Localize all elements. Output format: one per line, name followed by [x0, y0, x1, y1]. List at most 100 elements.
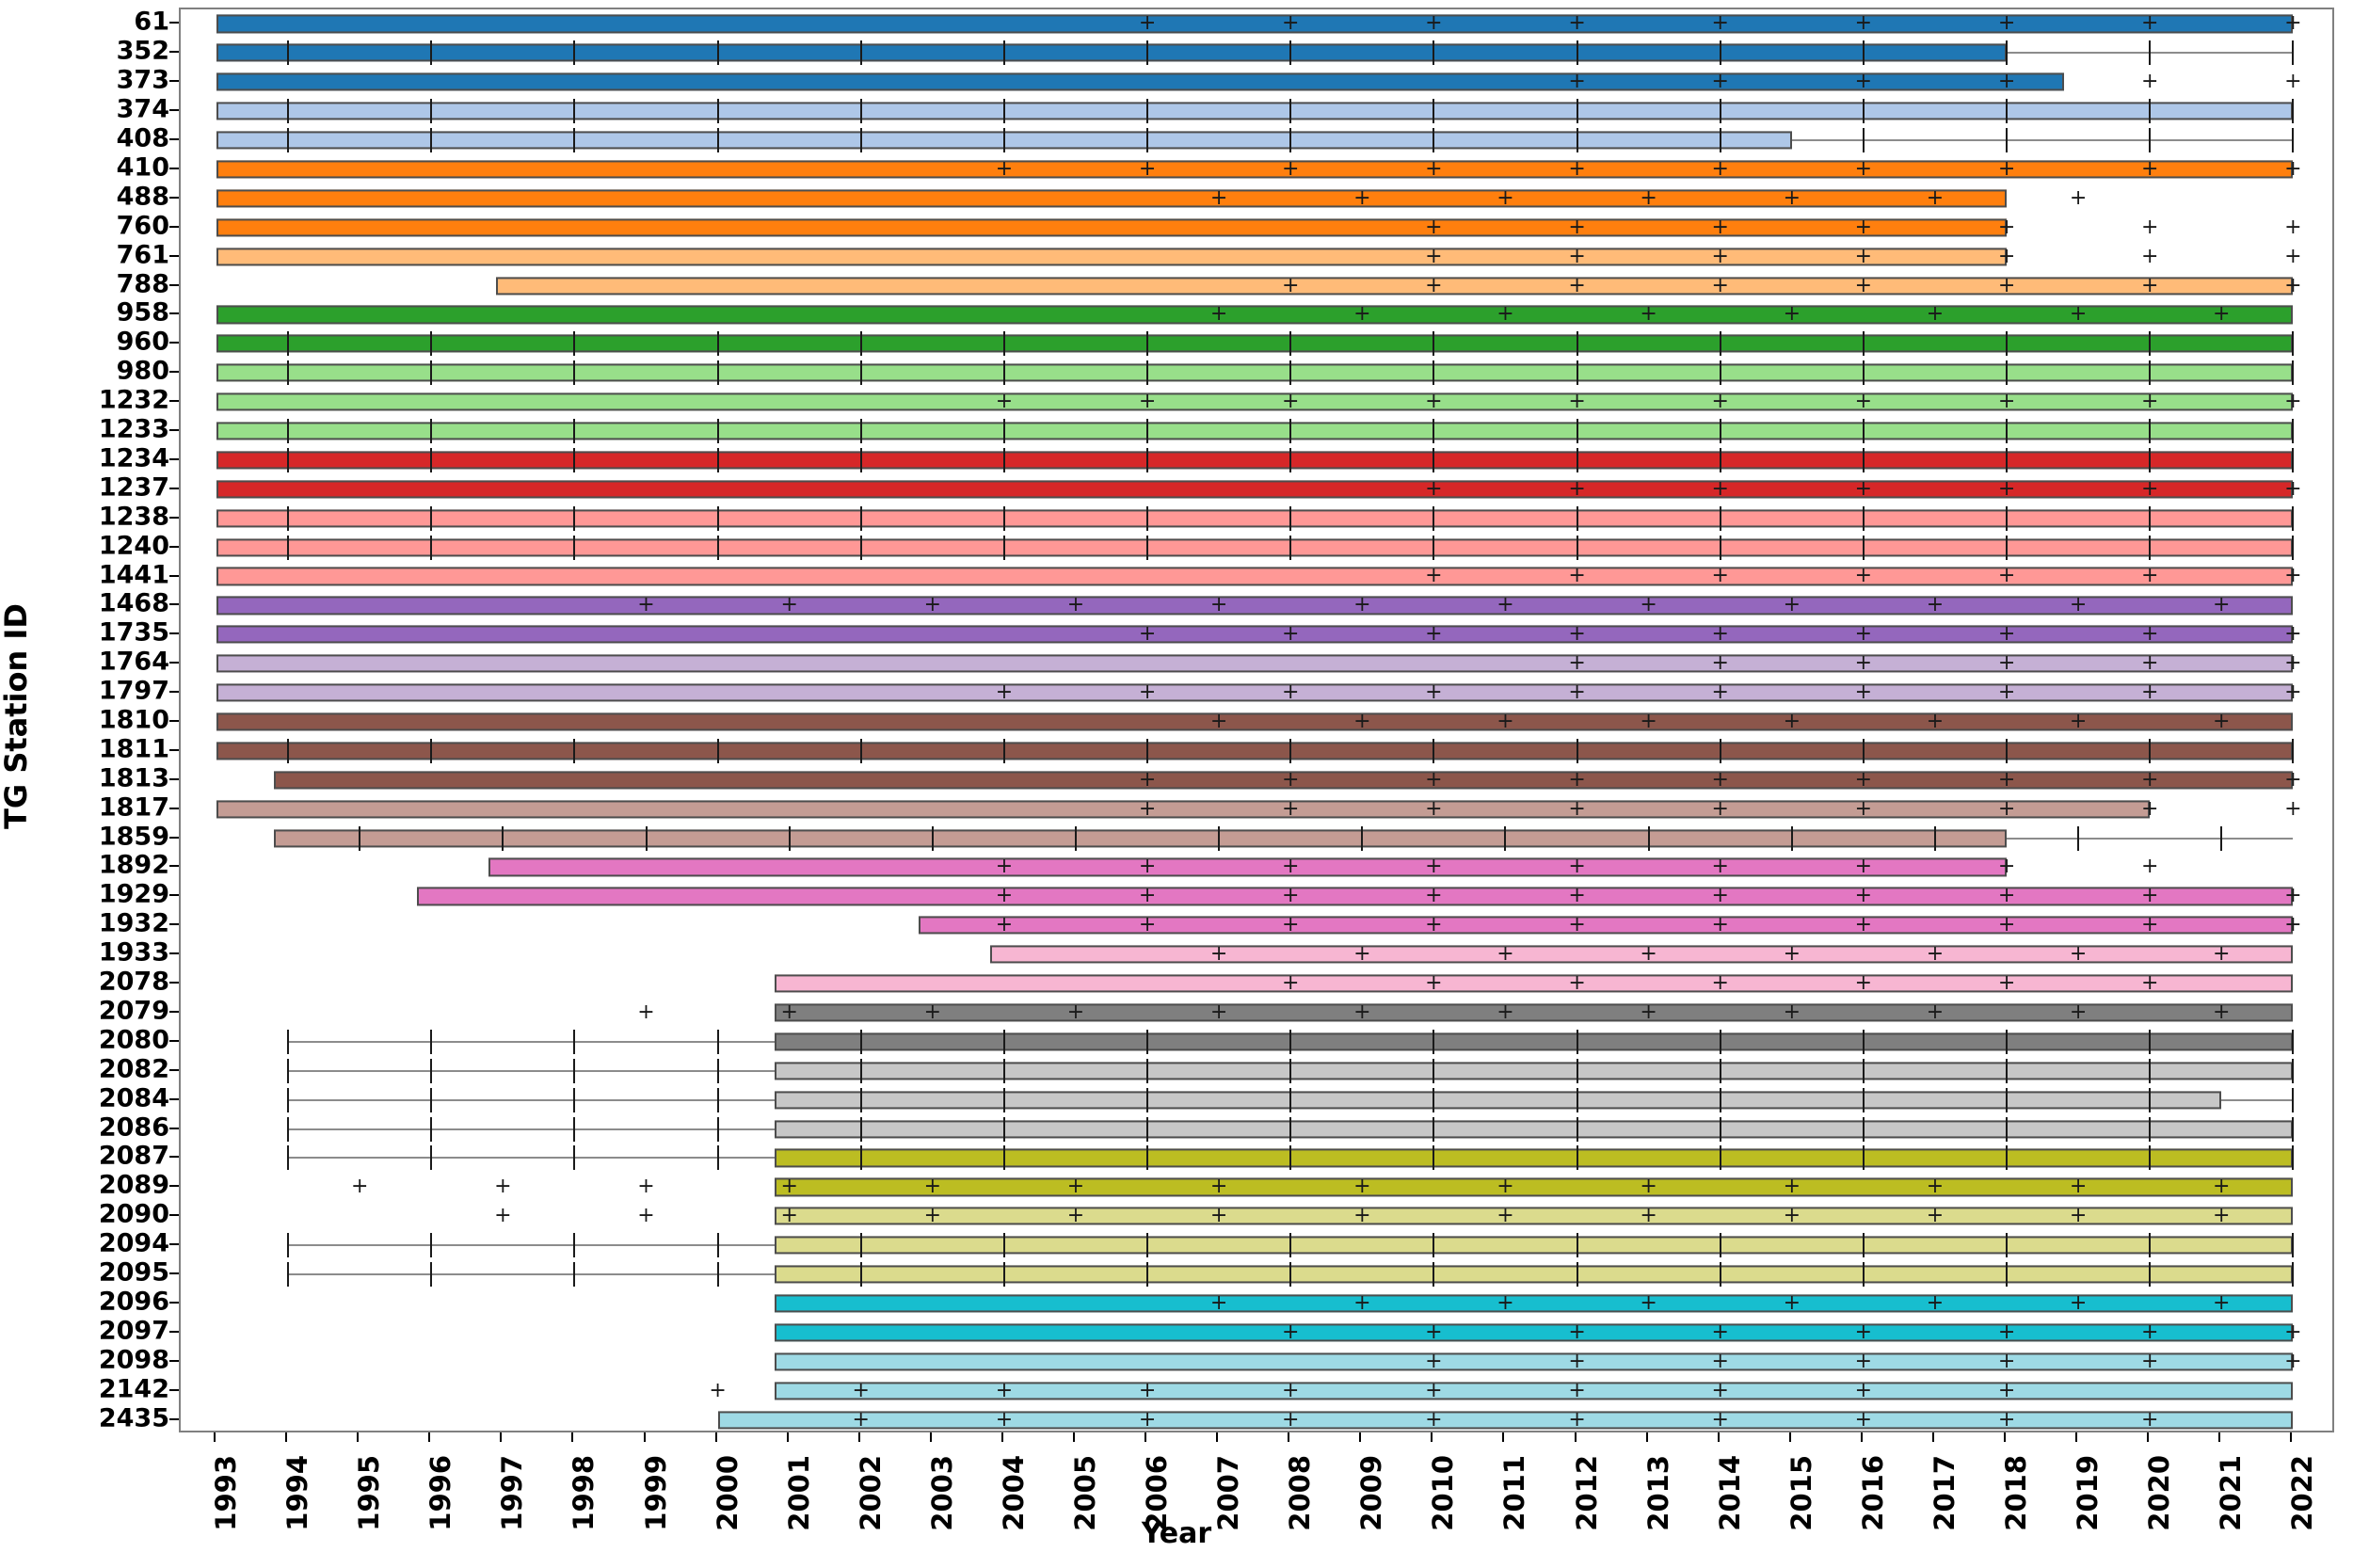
availability-bar[interactable] — [775, 1352, 2294, 1371]
bar-row[interactable]: +++++++ — [181, 242, 2332, 271]
availability-bar[interactable] — [216, 625, 2294, 644]
availability-bar[interactable] — [216, 800, 2151, 819]
bar-row[interactable]: ++++++++++++ — [181, 999, 2332, 1028]
bar-row[interactable]: +++++++ — [181, 474, 2332, 504]
availability-bar[interactable] — [216, 334, 2294, 353]
bar-row[interactable]: ++++++++++ — [181, 911, 2332, 940]
availability-bar[interactable] — [216, 363, 2294, 382]
y-tick-label: 374 — [116, 94, 169, 124]
bar-row[interactable] — [181, 533, 2332, 562]
availability-bar[interactable] — [775, 1062, 2294, 1080]
bar-row[interactable]: ++++++++++ — [181, 388, 2332, 417]
availability-bar[interactable] — [216, 451, 2294, 470]
bar-row[interactable]: ++++++++ — [181, 1318, 2332, 1347]
bar-row[interactable] — [181, 504, 2332, 533]
bar-row[interactable] — [181, 329, 2332, 359]
availability-bar[interactable] — [989, 945, 2294, 964]
bar-row[interactable] — [181, 39, 2332, 68]
availability-bar[interactable] — [775, 1294, 2294, 1313]
tick-marker-icon — [859, 360, 862, 386]
bar-row[interactable] — [181, 1231, 2332, 1260]
availability-bar[interactable] — [273, 771, 2294, 790]
availability-bar[interactable] — [417, 887, 2294, 905]
availability-bar[interactable] — [216, 422, 2294, 440]
availability-bar[interactable] — [216, 712, 2294, 731]
availability-bar[interactable] — [273, 829, 2008, 848]
availability-bar[interactable] — [216, 160, 2294, 179]
bar-row[interactable]: ++++++++++ — [181, 1376, 2332, 1405]
bar-row[interactable]: ++++++++++ — [181, 1405, 2332, 1434]
availability-bar[interactable] — [775, 1119, 2294, 1139]
availability-bar[interactable] — [216, 567, 2294, 586]
availability-bar[interactable] — [216, 392, 2294, 411]
bar-row[interactable]: +++++++++++++ — [181, 1202, 2332, 1231]
availability-bar[interactable] — [216, 14, 2294, 34]
bar-row[interactable]: ++++++ — [181, 649, 2332, 679]
bar-row[interactable]: +++++++ — [181, 562, 2332, 591]
bar-row[interactable]: +++++++++ — [181, 794, 2332, 824]
bar-row[interactable] — [181, 97, 2332, 126]
availability-bar[interactable] — [775, 1091, 2222, 1110]
bar-row[interactable]: ++++++++++++ — [181, 591, 2332, 620]
bar-row[interactable]: +++++++++ — [181, 620, 2332, 649]
availability-bar[interactable] — [216, 509, 2294, 528]
bar-row[interactable] — [181, 1114, 2332, 1144]
bar-row[interactable] — [181, 1260, 2332, 1289]
availability-bar[interactable] — [216, 72, 2064, 91]
availability-bar[interactable] — [775, 1032, 2294, 1051]
availability-bar[interactable] — [216, 742, 2294, 760]
bar-row[interactable]: ++++++ — [181, 68, 2332, 97]
bar-row[interactable]: +++++++++ — [181, 9, 2332, 39]
bar-row[interactable]: ++++++++++ — [181, 679, 2332, 708]
bar-row[interactable] — [181, 1056, 2332, 1085]
bar-row[interactable]: +++++++ — [181, 969, 2332, 999]
bar-row[interactable]: ++++++++ — [181, 708, 2332, 737]
bar-row[interactable] — [181, 1027, 2332, 1056]
bar-row[interactable]: +++++++++ — [181, 765, 2332, 794]
bar-row[interactable]: ++++++++++++++ — [181, 1173, 2332, 1202]
tick-marker-icon — [1289, 128, 1292, 153]
availability-bar[interactable] — [216, 596, 2294, 615]
availability-bar[interactable] — [216, 538, 2294, 557]
bar-row[interactable]: ++++++++ — [181, 300, 2332, 329]
availability-bar[interactable] — [216, 218, 2008, 237]
bar-row[interactable] — [181, 126, 2332, 155]
bar-row[interactable] — [181, 824, 2332, 853]
bar-row[interactable]: ++++++++ — [181, 940, 2332, 969]
bar-row[interactable]: +++++++++ — [181, 853, 2332, 882]
bar-row[interactable]: +++++++ — [181, 213, 2332, 242]
bar-row[interactable]: ++++++++++ — [181, 882, 2332, 911]
availability-bar[interactable] — [216, 654, 2294, 673]
availability-bar[interactable] — [216, 189, 2008, 208]
availability-bar[interactable] — [775, 974, 2294, 993]
availability-bar[interactable] — [216, 43, 2008, 62]
availability-bar[interactable] — [775, 1265, 2294, 1284]
availability-bar[interactable] — [216, 480, 2294, 499]
bar-row[interactable] — [181, 359, 2332, 388]
availability-bar[interactable] — [775, 1207, 2294, 1225]
availability-bar[interactable] — [775, 1323, 2294, 1342]
bar-row[interactable]: ++++++++ — [181, 271, 2332, 300]
bar-row[interactable]: ++++++++++ — [181, 154, 2332, 184]
bar-row[interactable]: ++++++++ — [181, 1289, 2332, 1319]
availability-bar[interactable] — [216, 102, 2294, 120]
availability-bar[interactable] — [216, 305, 2294, 324]
bar-row[interactable]: +++++++ — [181, 1347, 2332, 1376]
availability-bar[interactable] — [717, 1410, 2294, 1430]
availability-bar[interactable] — [216, 683, 2294, 702]
bar-row[interactable] — [181, 417, 2332, 446]
availability-bar[interactable] — [775, 1003, 2294, 1022]
bar-row[interactable] — [181, 1085, 2332, 1114]
bar-row[interactable] — [181, 736, 2332, 765]
availability-bar[interactable] — [918, 916, 2294, 935]
availability-bar[interactable] — [775, 1236, 2294, 1255]
availability-bar[interactable] — [775, 1382, 2294, 1400]
bar-row[interactable]: +++++++ — [181, 184, 2332, 213]
availability-bar[interactable] — [495, 276, 2294, 296]
availability-bar[interactable] — [775, 1177, 2294, 1196]
bar-row[interactable] — [181, 445, 2332, 474]
availability-bar[interactable] — [775, 1148, 2294, 1168]
availability-bar[interactable] — [216, 248, 2008, 266]
bar-row[interactable] — [181, 1144, 2332, 1173]
availability-bar[interactable] — [488, 857, 2008, 877]
